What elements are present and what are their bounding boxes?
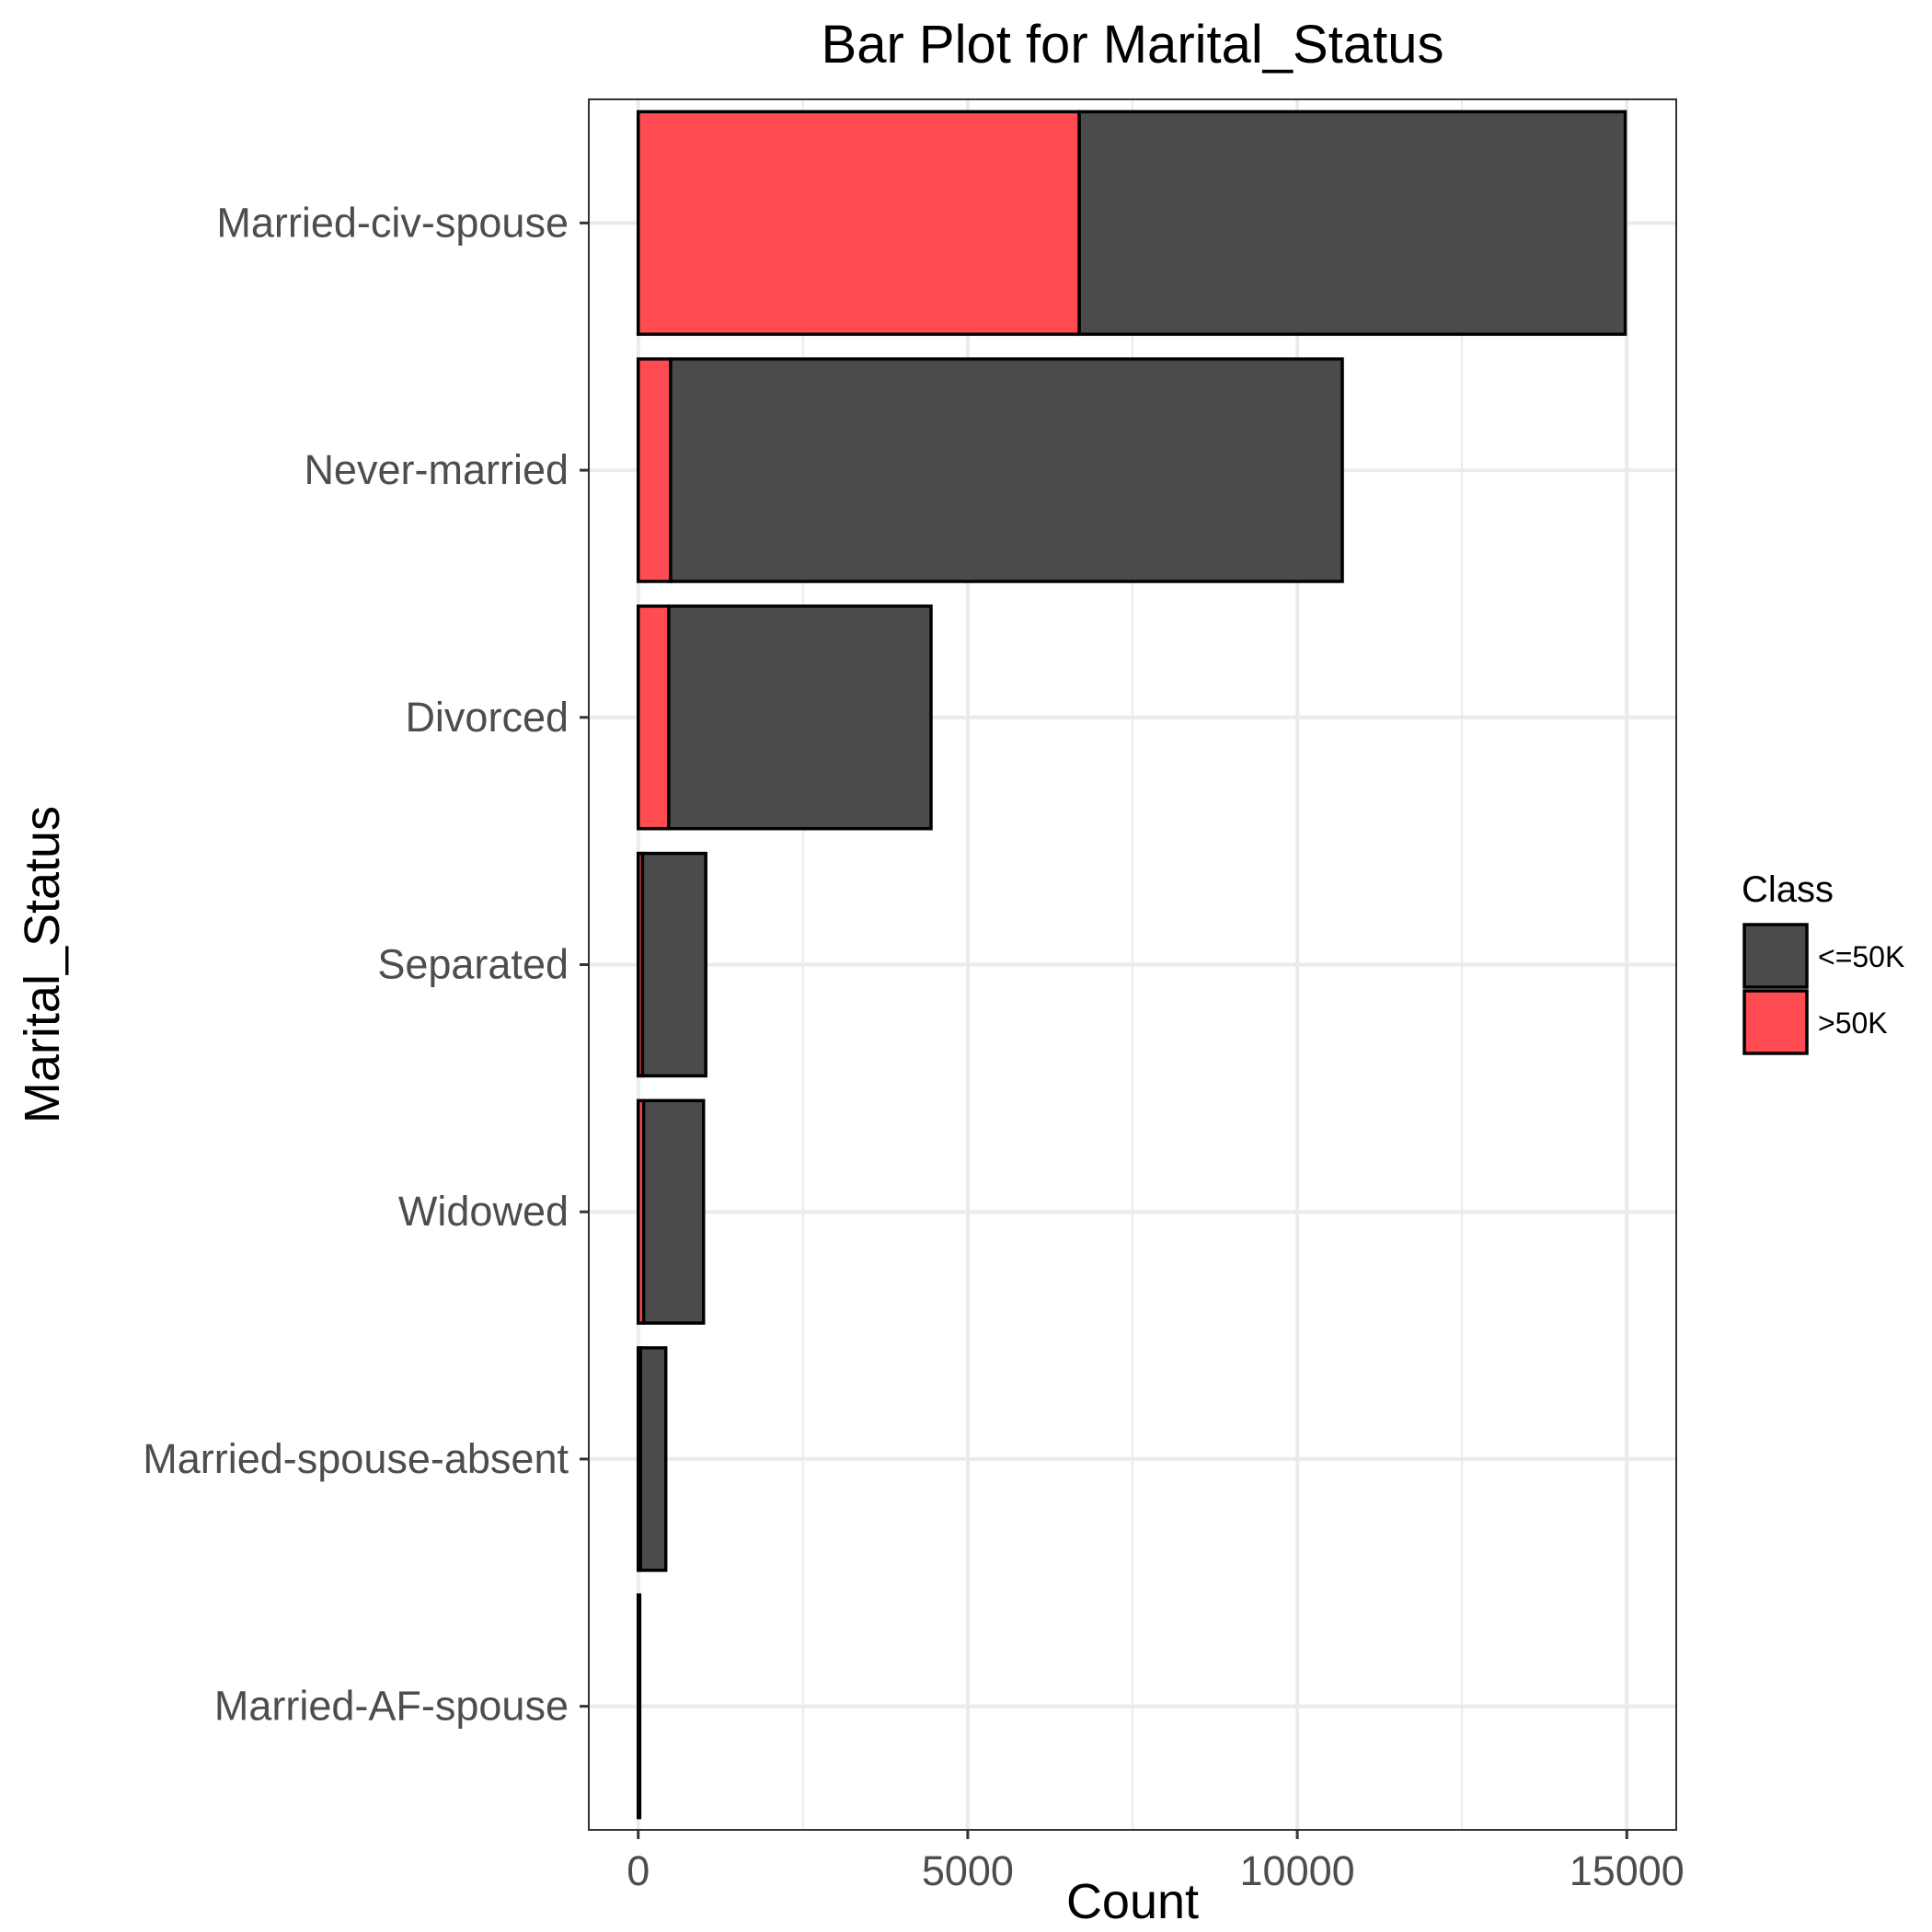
legend-key [1742,989,1809,1055]
legend: Class <=50K >50K [1742,869,1904,1055]
bar-segment [636,604,671,831]
y-axis-title: Marital_Status [15,806,70,1123]
bar-segment [641,1098,706,1325]
bars [636,109,1627,1820]
bar-segment [640,851,707,1078]
bar-segment [638,1346,668,1572]
y-axis: Married-AF-spouse Married-spouse-absent Wi… [143,199,589,1730]
bar-segment [1077,109,1627,337]
bar-segment [636,109,1081,337]
bar-segment [637,1593,642,1820]
y-tick-label: Widowed [398,1188,569,1235]
legend-title: Class [1742,869,1834,910]
x-tick-label: 5000 [922,1847,1014,1894]
legend-label: <=50K [1818,940,1904,973]
y-tick-label: Divorced [405,694,569,741]
y-tick-label: Married-spouse-absent [143,1435,569,1482]
x-tick-label: 10000 [1240,1847,1355,1894]
chart-title: Bar Plot for Marital_Status [822,15,1444,75]
bar-segment [667,604,933,831]
y-tick-label: Never-married [304,446,569,493]
x-tick-label: 15000 [1570,1847,1685,1894]
legend-key [1742,923,1809,989]
y-tick-label: Separated [377,941,569,988]
y-tick-label: Married-civ-spouse [216,199,569,246]
bar-segment [669,357,1344,583]
x-tick-label: 0 [627,1847,650,1894]
bar-segment [636,357,673,583]
legend-label: >50K [1818,1006,1888,1040]
x-axis-title: Count [1066,1874,1199,1929]
y-tick-label: Married-AF-spouse [214,1683,569,1730]
x-axis: 0 5000 10000 15000 [627,1830,1685,1894]
